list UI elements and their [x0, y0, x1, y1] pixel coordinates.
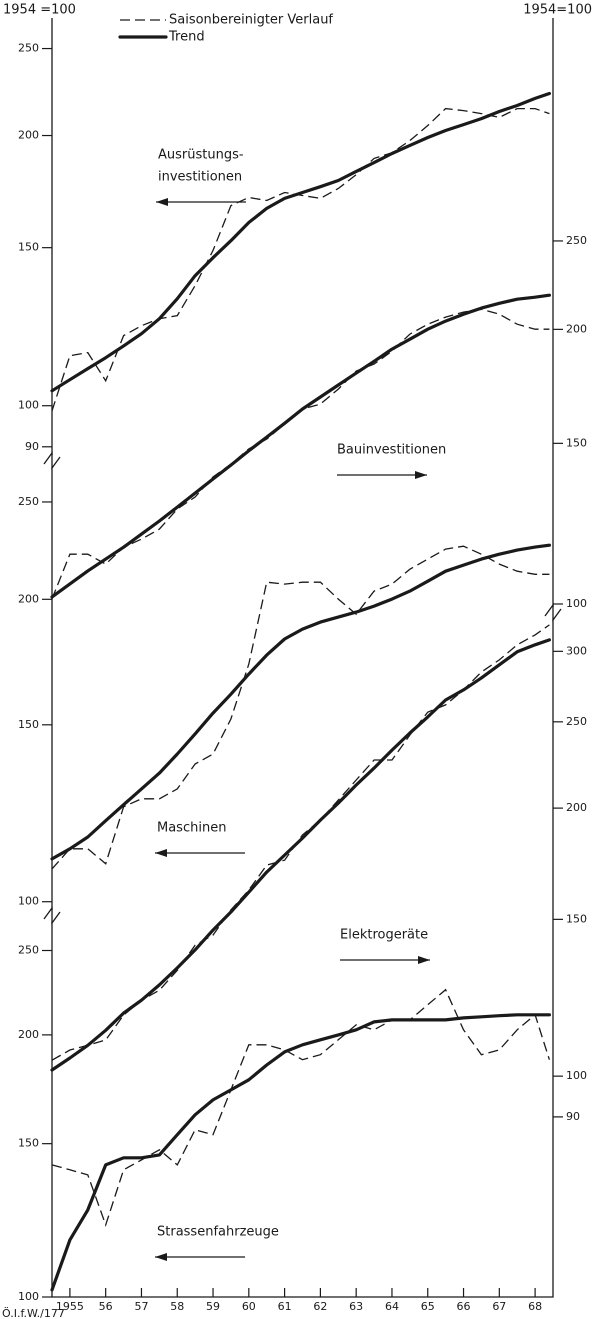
axis-breaks: [43, 451, 562, 925]
x-tick-label: 1955: [56, 1300, 84, 1313]
x-tick-label: 64: [385, 1300, 399, 1313]
right-axis-note: 1954=100: [523, 3, 592, 18]
y-tick-label: 200: [566, 322, 587, 335]
y-tick-label: 100: [566, 597, 587, 610]
y-tick-label: 100: [18, 399, 39, 412]
axis-break: [43, 906, 61, 925]
y-tick-label: 100: [18, 895, 39, 908]
legend-label: Trend: [168, 30, 205, 45]
arrow-head: [415, 471, 427, 479]
y-tick-label: 200: [18, 592, 39, 605]
x-tick-label: 67: [492, 1300, 506, 1313]
x-tick-label: 65: [421, 1300, 435, 1313]
x-tick-label: 56: [99, 1300, 113, 1313]
y-tick-label: 250: [18, 42, 39, 55]
y-tick-label: 250: [566, 715, 587, 728]
seasonal-line: [51, 624, 550, 1061]
trend-line: [50, 1013, 551, 1292]
arrow-head: [155, 849, 167, 857]
seasonal-line: [51, 545, 550, 870]
left-axis-note: 1954 =100: [3, 3, 76, 18]
y-tick-label: 150: [566, 912, 587, 925]
x-tick-label: 61: [278, 1300, 292, 1313]
panel-label: Bauinvestitionen: [337, 443, 446, 458]
y-tick-label: 250: [18, 944, 39, 957]
y-tick-label: 90: [25, 440, 39, 453]
y-tick-label: 150: [18, 1137, 39, 1150]
y-tick-label: 100: [18, 1290, 39, 1303]
y-tick-label: 250: [18, 495, 39, 508]
y-tick-label: 250: [566, 234, 587, 247]
panel-label: Strassenfahrzeuge: [157, 1225, 279, 1240]
arrow-head: [418, 956, 430, 964]
trend-line: [50, 543, 551, 861]
trend-line: [50, 638, 551, 1072]
y-tick-label: 200: [18, 1028, 39, 1041]
panel-label: Ausrüstungs-: [158, 148, 244, 163]
x-tick-label: 58: [170, 1300, 184, 1313]
trend-line: [50, 293, 551, 599]
panel-label: Elektrogeräte: [340, 928, 428, 943]
y-tick-label: 100: [566, 1069, 587, 1082]
panel-label: Maschinen: [157, 821, 226, 836]
arrow-head: [155, 1253, 167, 1261]
footnote: Ö.I.f.W./177: [2, 1307, 65, 1319]
axis-break: [43, 451, 61, 470]
seasonal-line: [51, 107, 550, 412]
seasonal-line: [51, 988, 551, 1227]
y-tick-label: 150: [18, 718, 39, 731]
y-tick-label: 90: [566, 1110, 580, 1123]
trend-line: [50, 91, 551, 393]
legend-label: Saisonbereinigter Verlauf: [169, 13, 333, 28]
x-tick-label: 62: [313, 1300, 327, 1313]
x-tick-label: 68: [528, 1300, 542, 1313]
axis-frame: [51, 18, 554, 1298]
arrow-head: [156, 198, 168, 206]
y-tick-label: 200: [18, 129, 39, 142]
y-tick-label: 300: [566, 644, 587, 657]
x-tick-label: 63: [349, 1300, 363, 1313]
x-tick-label: 57: [134, 1300, 148, 1313]
x-tick-label: 60: [242, 1300, 256, 1313]
y-tick-label: 150: [18, 241, 39, 254]
y-tick-label: 150: [566, 436, 587, 449]
x-tick-label: 66: [457, 1300, 471, 1313]
axis-break: [544, 603, 562, 622]
y-tick-label: 200: [566, 801, 587, 814]
panel-label: investitionen: [158, 170, 242, 185]
x-tick-label: 59: [206, 1300, 220, 1313]
